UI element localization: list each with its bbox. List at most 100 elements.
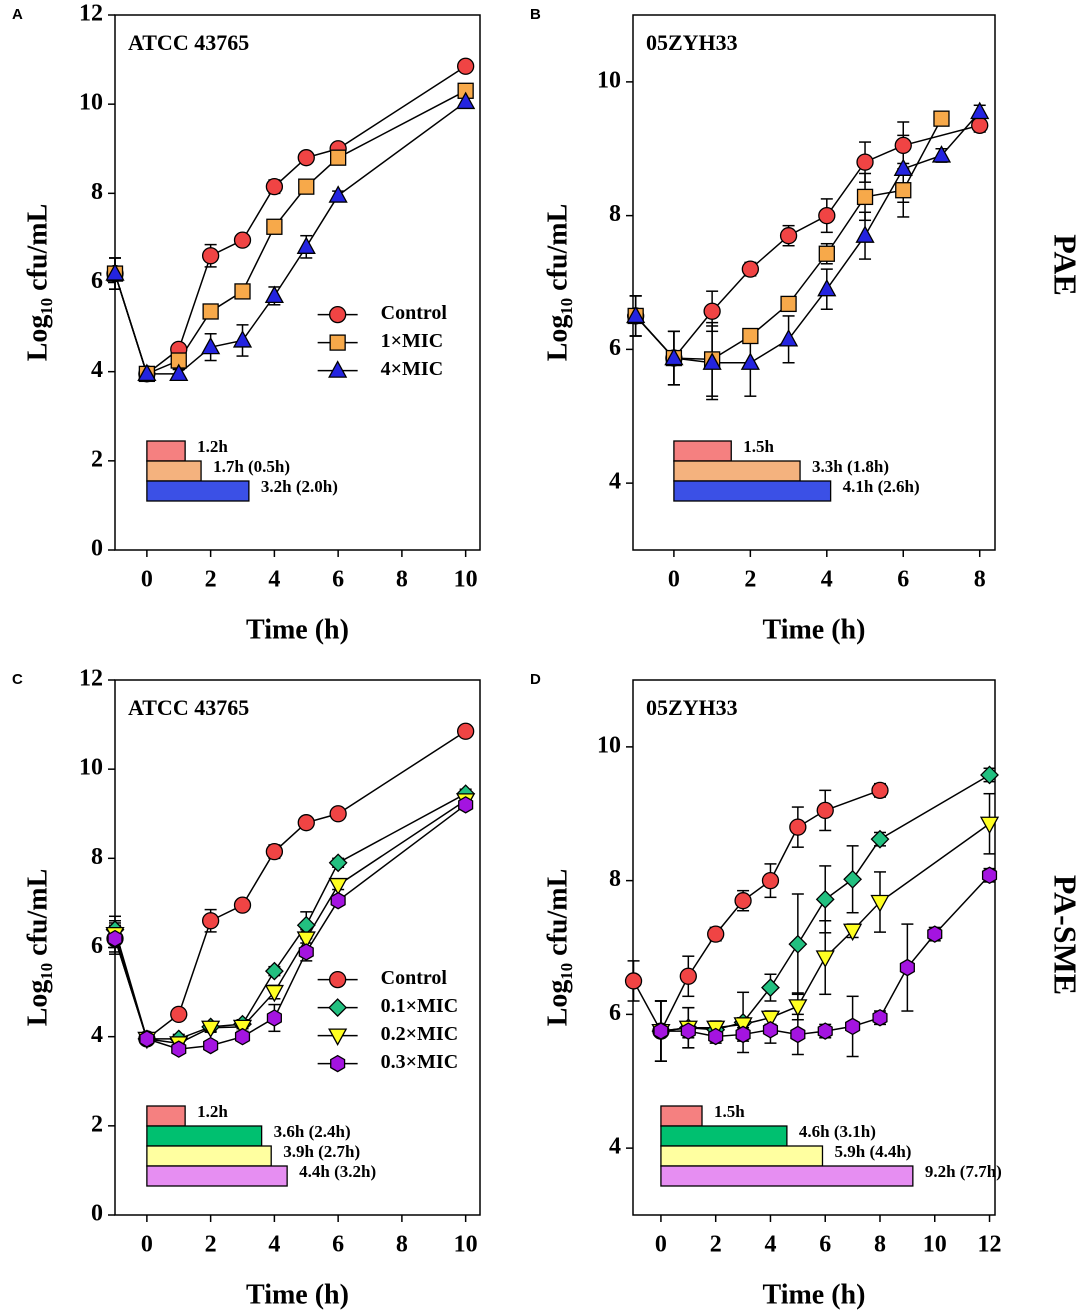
y-axis-label: Log₁₀ cfu/mL — [542, 869, 573, 1027]
data-point — [265, 177, 284, 196]
data-point — [203, 1036, 219, 1055]
x-axis-label: Time (h) — [763, 1279, 866, 1310]
data-point — [870, 829, 890, 849]
panel-title: ATCC 43765 — [128, 695, 249, 720]
x-tick-label: 6 — [897, 567, 909, 593]
legend-label: 0.1×MIC — [381, 995, 459, 1017]
x-axis-label: Time (h) — [246, 614, 349, 645]
data-point — [979, 816, 1000, 835]
data-point — [895, 182, 912, 199]
x-tick-label: 2 — [205, 567, 217, 593]
panel-letter: A — [12, 6, 23, 23]
data-point — [679, 967, 697, 985]
x-tick-label: 0 — [668, 567, 680, 593]
data-point — [264, 285, 284, 304]
data-point — [266, 218, 283, 235]
data-point — [201, 912, 220, 930]
pae-bar — [673, 440, 732, 462]
panel-letter: B — [530, 6, 541, 23]
data-point — [171, 1040, 187, 1058]
pae-bar — [660, 1125, 788, 1147]
data-point — [457, 57, 475, 75]
y-axis-label: Log₁₀ cfu/mL — [22, 204, 53, 362]
panel: A 0 2 4 6 8 10 12 0 2 4 6 8 10 Time (h) Log₁₀ cfu/mL ATC… — [12, 1, 481, 645]
data-point — [107, 929, 123, 948]
x-tick-label: 0 — [141, 1232, 153, 1258]
legend-label: Control — [381, 302, 448, 324]
y-axis-label: Log₁₀ cfu/mL — [542, 204, 573, 362]
y-tick-label: 8 — [609, 201, 621, 227]
panel: D 4 6 8 10 0 2 4 6 8 10 12 Time (h) Log₁₀ cfu/mL 05ZYH… — [530, 671, 1002, 1310]
x-axis-label: Time (h) — [763, 614, 866, 645]
data-point — [707, 925, 725, 943]
pae-label: 3.6h (2.4h) — [274, 1122, 351, 1141]
data-point — [971, 116, 989, 134]
data-point — [780, 295, 797, 313]
data-point — [872, 1008, 888, 1027]
data-point — [264, 961, 284, 981]
pae-label: 4.6h (3.1h) — [799, 1122, 876, 1141]
x-tick-label: 0 — [141, 567, 153, 593]
x-tick-label: 2 — [205, 1232, 217, 1258]
y-tick-label: 6 — [91, 268, 103, 294]
data-point — [933, 110, 950, 127]
pae-bar — [673, 460, 801, 482]
pae-label: 5.9h (4.4h) — [834, 1142, 911, 1161]
x-tick-label: 8 — [974, 567, 986, 593]
x-tick-label: 6 — [332, 1232, 344, 1258]
data-point — [328, 185, 348, 203]
data-point — [818, 245, 835, 262]
data-point — [815, 950, 835, 968]
panel-title: 05ZYH33 — [646, 30, 738, 55]
y-axis-label: Log₁₀ cfu/mL — [22, 869, 53, 1027]
pae-label: 3.2h (2.0h) — [261, 477, 338, 496]
data-point — [970, 101, 990, 120]
data-point — [139, 1030, 155, 1048]
data-point — [735, 1025, 751, 1044]
data-point — [202, 303, 219, 320]
pae-bar — [660, 1105, 703, 1127]
pae-label: 9.2h (7.7h) — [925, 1162, 1002, 1181]
x-tick-label: 4 — [821, 567, 833, 593]
data-point — [980, 765, 999, 785]
pae-bar — [146, 1145, 272, 1167]
data-point — [328, 877, 348, 896]
pae-bar — [660, 1145, 824, 1167]
x-tick-label: 4 — [268, 567, 280, 593]
data-point — [296, 931, 316, 949]
data-point — [329, 805, 347, 823]
pae-bar — [660, 1165, 914, 1187]
data-point — [297, 149, 315, 167]
data-point — [297, 814, 315, 832]
y-tick-label: 6 — [609, 335, 621, 361]
legend-marker — [328, 1028, 348, 1046]
data-point — [626, 305, 646, 324]
data-point — [703, 302, 721, 320]
data-point — [201, 1020, 221, 1039]
x-tick-label: 4 — [764, 1232, 776, 1258]
x-tick-label: 12 — [978, 1232, 1002, 1258]
data-point — [232, 330, 253, 348]
data-point — [296, 236, 316, 254]
series-line — [660, 774, 990, 1032]
data-point — [733, 1017, 753, 1035]
y-tick-label: 4 — [609, 469, 621, 495]
y-tick-label: 6 — [91, 933, 103, 959]
data-point — [137, 363, 157, 382]
y-tick-label: 12 — [79, 666, 103, 692]
data-point — [264, 984, 284, 1003]
data-point — [927, 925, 943, 943]
x-tick-label: 4 — [268, 1232, 280, 1258]
data-point — [201, 247, 220, 265]
y-tick-label: 4 — [91, 1022, 103, 1048]
data-point — [664, 347, 684, 366]
panel-title: ATCC 43765 — [128, 30, 249, 55]
x-axis-label: Time (h) — [246, 1279, 349, 1310]
data-point — [169, 363, 189, 382]
data-point — [266, 1009, 282, 1027]
pae-label: 1.5h — [714, 1102, 745, 1121]
legend-marker — [329, 334, 346, 351]
panel: C 0 2 4 6 8 10 12 0 2 4 6 8 10 Time (h) Log₁₀ cfu/mL ATC… — [12, 666, 481, 1310]
data-point — [233, 231, 252, 249]
data-point — [761, 871, 780, 890]
